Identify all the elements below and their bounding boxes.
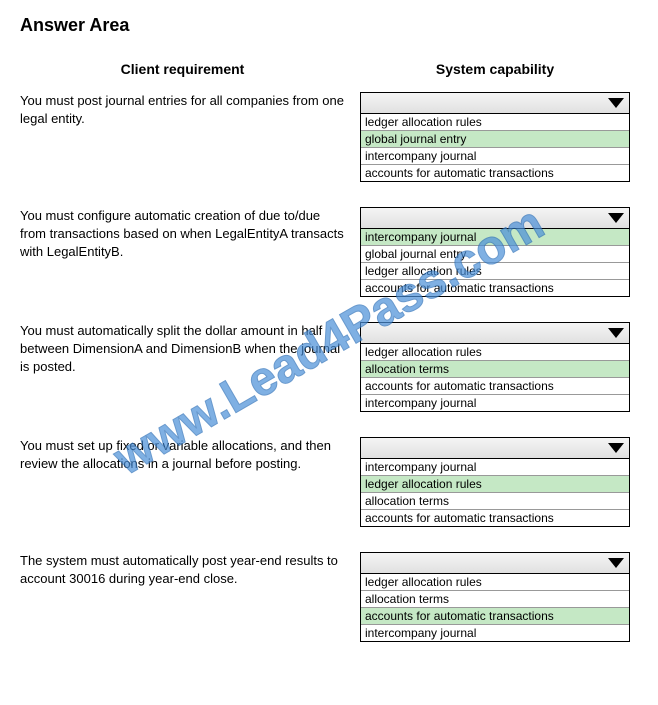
header-row: Client requirement System capability xyxy=(20,61,638,77)
option-list: intercompany journalledger allocation ru… xyxy=(360,459,630,527)
dropdown[interactable]: ledger allocation rulesallocation termsa… xyxy=(360,552,630,642)
item-row: You must set up fixed or variable alloca… xyxy=(20,437,638,527)
requirement-text: You must automatically split the dollar … xyxy=(20,322,345,377)
item-row: You must configure automatic creation of… xyxy=(20,207,638,297)
dropdown-header[interactable] xyxy=(360,552,630,574)
option-item[interactable]: ledger allocation rules xyxy=(361,114,629,131)
option-item[interactable]: ledger allocation rules xyxy=(361,344,629,361)
left-column-header: Client requirement xyxy=(20,61,345,77)
option-item[interactable]: global journal entry xyxy=(361,131,629,148)
item-row: You must automatically split the dollar … xyxy=(20,322,638,412)
requirement-text: You must configure automatic creation of… xyxy=(20,207,345,262)
item-row: You must post journal entries for all co… xyxy=(20,92,638,182)
option-list: ledger allocation rulesallocation termsa… xyxy=(360,574,630,642)
chevron-down-icon[interactable] xyxy=(605,438,627,458)
dropdown[interactable]: ledger allocation rulesallocation termsa… xyxy=(360,322,630,412)
requirement-text: You must set up fixed or variable alloca… xyxy=(20,437,345,473)
chevron-down-icon[interactable] xyxy=(605,93,627,113)
chevron-down-icon[interactable] xyxy=(605,323,627,343)
requirement-text: The system must automatically post year-… xyxy=(20,552,345,588)
option-item[interactable]: accounts for automatic transactions xyxy=(361,378,629,395)
dropdown-header[interactable] xyxy=(360,322,630,344)
option-item[interactable]: intercompany journal xyxy=(361,459,629,476)
option-item[interactable]: intercompany journal xyxy=(361,395,629,411)
dropdown[interactable]: intercompany journalglobal journal entry… xyxy=(360,207,630,297)
option-item[interactable]: accounts for automatic transactions xyxy=(361,165,629,181)
option-item[interactable]: accounts for automatic transactions xyxy=(361,280,629,296)
chevron-down-icon[interactable] xyxy=(605,208,627,228)
option-item[interactable]: accounts for automatic transactions xyxy=(361,510,629,526)
item-row: The system must automatically post year-… xyxy=(20,552,638,642)
option-item[interactable]: ledger allocation rules xyxy=(361,476,629,493)
dropdown[interactable]: ledger allocation rulesglobal journal en… xyxy=(360,92,630,182)
dropdown-header[interactable] xyxy=(360,207,630,229)
option-item[interactable]: allocation terms xyxy=(361,493,629,510)
option-item[interactable]: ledger allocation rules xyxy=(361,574,629,591)
chevron-down-icon[interactable] xyxy=(605,553,627,573)
option-item[interactable]: intercompany journal xyxy=(361,148,629,165)
option-item[interactable]: allocation terms xyxy=(361,361,629,378)
option-item[interactable]: global journal entry xyxy=(361,246,629,263)
option-item[interactable]: ledger allocation rules xyxy=(361,263,629,280)
right-column-header: System capability xyxy=(360,61,630,77)
option-item[interactable]: intercompany journal xyxy=(361,625,629,641)
option-item[interactable]: accounts for automatic transactions xyxy=(361,608,629,625)
option-list: ledger allocation rulesallocation termsa… xyxy=(360,344,630,412)
option-list: intercompany journalglobal journal entry… xyxy=(360,229,630,297)
page-title: Answer Area xyxy=(20,15,638,36)
dropdown-header[interactable] xyxy=(360,92,630,114)
dropdown-header[interactable] xyxy=(360,437,630,459)
requirement-text: You must post journal entries for all co… xyxy=(20,92,345,128)
dropdown[interactable]: intercompany journalledger allocation ru… xyxy=(360,437,630,527)
option-item[interactable]: intercompany journal xyxy=(361,229,629,246)
option-item[interactable]: allocation terms xyxy=(361,591,629,608)
option-list: ledger allocation rulesglobal journal en… xyxy=(360,114,630,182)
